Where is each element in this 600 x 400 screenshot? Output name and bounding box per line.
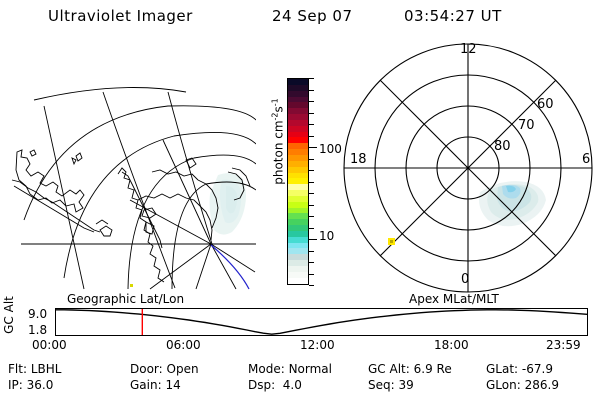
status-value-glon: 286.9 — [524, 378, 559, 392]
mlat-label-80: 80 — [494, 139, 511, 154]
geographic-panel-caption: Geographic Lat/Lon — [67, 292, 185, 306]
colorbar-panel: 100 10 photon cm-2s-1 — [255, 50, 355, 300]
alt-xtick-0: 00:00 — [32, 338, 67, 352]
mlt-label-18: 18 — [350, 152, 367, 167]
mlt-label-6: 6 — [582, 152, 591, 167]
mlt-spokes — [344, 44, 592, 292]
status-field-glat: GLat: -67.9 — [486, 362, 553, 376]
spacecraft-footpoint-core — [390, 240, 393, 243]
colorbar-gradient — [288, 79, 308, 284]
status-value-glat: -67.9 — [521, 362, 553, 376]
alt-xaxis-labels: 00:00 06:00 12:00 18:00 23:59 — [0, 338, 600, 354]
colorbar-ticks — [309, 78, 317, 286]
page-title: Ultraviolet Imager — [48, 7, 193, 25]
status-label-ip: IP: — [8, 378, 23, 392]
polar-dial-svg — [343, 43, 593, 293]
terminator-line — [210, 244, 250, 290]
status-field-glon: GLon: 286.9 — [486, 378, 559, 392]
status-value-ip: 36.0 — [26, 378, 54, 392]
colorbar-axis-title-main: photon cm — [271, 120, 286, 185]
status-label-flt: Flt: — [8, 362, 27, 376]
status-label-glon: GLon: — [486, 378, 521, 392]
status-field-door: Door: Open — [130, 362, 199, 376]
alt-curve — [56, 309, 587, 335]
polar-mlat-mlt-panel[interactable]: 12 18 6 0 60 70 80 — [330, 40, 600, 295]
header-date: 24 Sep 07 — [272, 7, 353, 25]
status-field-dsp: Dsp: 4.0 — [248, 378, 302, 392]
mlat-label-60: 60 — [537, 97, 554, 112]
colorbar-tick-label-100: 100 — [319, 142, 342, 156]
parallel-lines — [21, 87, 256, 290]
geographic-image-panel[interactable] — [0, 40, 256, 290]
status-field-flt: Flt: LBHL — [8, 362, 61, 376]
alt-xtick-4: 23:59 — [546, 338, 581, 352]
status-field-gcalt: GC Alt: 6.9 Re — [368, 362, 452, 376]
status-value-dsp: 4.0 — [282, 378, 302, 392]
status-label-gain: Gain: — [130, 378, 162, 392]
colorbar-axis-title: photon cm-2s-1 — [271, 67, 286, 217]
colorbar-tick-label-10: 10 — [319, 229, 335, 243]
status-value-gcalt: 6.9 Re — [413, 362, 452, 376]
alt-ytick-top: 9.0 — [28, 307, 48, 321]
coastline-antarctica — [117, 157, 251, 283]
header-bar: Ultraviolet Imager 24 Sep 07 03:54:27 UT — [0, 7, 600, 29]
status-label-gcalt: GC Alt: — [368, 362, 410, 376]
alt-xtick-3: 18:00 — [434, 338, 469, 352]
status-label-glat: GLat: — [486, 362, 519, 376]
status-label-door: Door: — [130, 362, 163, 376]
status-field-mode: Mode: Normal — [248, 362, 332, 376]
colorbar-axis-title-mid: s — [271, 106, 286, 113]
status-value-gain: 14 — [165, 378, 181, 392]
coastline-south-america — [11, 149, 113, 237]
alt-xtick-1: 06:00 — [166, 338, 201, 352]
status-label-seq: Seq: — [368, 378, 395, 392]
colorbar-axis-title-sup1: -2 — [270, 112, 280, 121]
status-value-seq: 39 — [398, 378, 414, 392]
mlt-label-0: 0 — [461, 272, 470, 287]
mlt-label-12: 12 — [460, 42, 477, 57]
colorbar-gradient-box — [287, 78, 309, 285]
status-label-dsp: Dsp: — [248, 378, 276, 392]
mlat-label-70: 70 — [518, 118, 535, 133]
aurora-emission-overlay — [209, 173, 246, 235]
status-field-gain: Gain: 14 — [130, 378, 181, 392]
colorbar-axis-title-sup2: -1 — [270, 98, 280, 107]
status-value-flt: LBHL — [30, 362, 62, 376]
polar-aurora-overlay — [479, 181, 546, 227]
status-label-mode: Mode: — [248, 362, 285, 376]
alt-curve-svg — [56, 309, 587, 335]
alt-axis-label: GC Alt — [2, 296, 16, 334]
alt-xtick-2: 12:00 — [300, 338, 335, 352]
status-bar: Flt: LBHL IP: 36.0 Door: Open Gain: 14 M… — [0, 362, 600, 398]
geo-marker-pixel — [130, 284, 133, 287]
status-value-mode: Normal — [288, 362, 332, 376]
status-field-seq: Seq: 39 — [368, 378, 414, 392]
polar-panel-caption: Apex MLat/MLT — [409, 292, 499, 306]
status-field-ip: IP: 36.0 — [8, 378, 53, 392]
geographic-map-svg — [11, 87, 256, 290]
gc-altitude-plot-panel[interactable]: Geographic Lat/Lon Apex MLat/MLT GC Alt … — [0, 292, 600, 354]
alt-plot-box — [55, 308, 588, 336]
header-time: 03:54:27 UT — [404, 7, 502, 25]
status-value-door: Open — [166, 362, 199, 376]
alt-ytick-bottom: 1.8 — [28, 323, 48, 337]
